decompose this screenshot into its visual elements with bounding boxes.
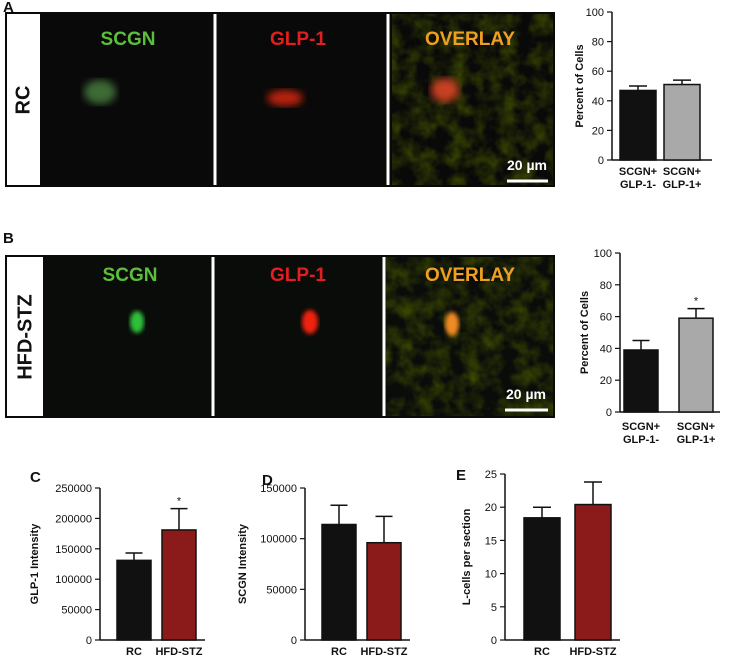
y-tick-label: 150000 [55,544,92,556]
y-tick-label: 0 [606,407,612,419]
bar [321,523,357,641]
panel-letter: D [262,472,273,489]
channel-label: OVERLAY [425,29,515,50]
y-axis-label: L-cells per section [461,508,473,605]
y-axis-label: Percent of Cells [574,44,586,127]
significance-mark: * [177,496,182,508]
bar [161,529,197,641]
x-tick-label: HFD-STZ [569,646,616,658]
error-bar [687,307,705,319]
x-tick-label: HFD-STZ [360,646,407,658]
x-tick-label: GLP-1- [623,434,659,446]
y-tick-label: 100 [586,7,604,19]
panel-letter: A [3,0,14,16]
panel-letter: E [456,467,466,484]
y-tick-label: 150000 [260,483,297,495]
cell [302,310,318,334]
y-tick-label: 40 [600,343,612,355]
x-tick-label: RC [534,646,550,658]
x-tick-label: GLP-1- [620,179,656,191]
bar [619,89,657,161]
error-bar [170,507,188,530]
cell [84,80,116,104]
bar [574,503,612,641]
y-tick-label: 250000 [55,483,92,495]
x-tick-label: GLP-1+ [663,179,702,191]
x-tick-label: HFD-STZ [155,646,202,658]
y-tick-label: 20 [600,375,612,387]
cell [267,90,303,106]
bar [366,541,402,641]
y-tick-label: 10 [485,569,497,581]
bar [116,559,152,641]
error-bar [673,79,691,85]
scale-label: 20 µm [506,386,546,402]
y-tick-label: 100 [594,248,612,260]
cell [445,312,459,336]
y-tick-label: 50000 [266,584,297,596]
y-tick-label: 60 [600,312,612,324]
nuclei-stain [386,257,553,416]
bar [663,83,701,161]
error-bar [629,85,647,91]
channel-label: SCGN [103,265,158,286]
y-tick-label: 50000 [61,605,92,617]
y-tick-label: 40 [592,96,604,108]
y-tick-label: 20 [485,502,497,514]
y-tick-label: 100000 [55,574,92,586]
error-bar [375,515,393,543]
y-tick-label: 60 [592,66,604,78]
channel-label: OVERLAY [425,265,515,286]
scale-label: 20 µm [507,157,547,173]
x-tick-label: RC [331,646,347,658]
label-box [7,257,43,416]
y-axis-label: SCGN Intensity [237,523,249,604]
y-tick-label: 25 [485,469,497,481]
error-bar [330,504,348,525]
cell [130,311,144,333]
channel-label: GLP-1 [270,29,326,50]
y-tick-label: 20 [592,125,604,137]
bar [523,517,561,641]
label-box [7,14,40,185]
x-tick-label: SCGN+ [619,166,657,178]
error-bar [632,339,650,350]
y-tick-label: 0 [598,155,604,167]
x-tick-label: RC [126,646,142,658]
y-axis-label: GLP-1 Intensity [29,523,41,605]
condition-label: HFD-STZ [14,294,36,380]
y-tick-label: 80 [600,280,612,292]
cell [431,78,459,102]
y-axis-label: Percent of Cells [579,291,591,374]
y-tick-label: 200000 [55,513,92,525]
y-tick-label: 100000 [260,534,297,546]
nuclei-stain [392,14,553,185]
bar [678,317,714,413]
y-tick-label: 0 [291,635,297,647]
y-tick-label: 0 [491,635,497,647]
x-tick-label: SCGN+ [663,166,701,178]
error-bar [125,552,143,561]
panel-letter: C [30,469,41,486]
channel-label: GLP-1 [270,265,326,286]
y-tick-label: 15 [485,535,497,547]
x-tick-label: SCGN+ [677,421,715,433]
y-tick-label: 80 [592,37,604,49]
y-tick-label: 5 [491,602,497,614]
channel-label: SCGN [101,29,156,50]
bar [623,349,659,413]
error-bar [584,481,602,505]
panel-letter: B [3,230,14,247]
error-bar [533,506,551,518]
significance-mark: * [694,296,699,308]
x-tick-label: GLP-1+ [677,434,716,446]
condition-label: RC [12,86,34,115]
y-tick-label: 0 [86,635,92,647]
x-tick-label: SCGN+ [622,421,660,433]
